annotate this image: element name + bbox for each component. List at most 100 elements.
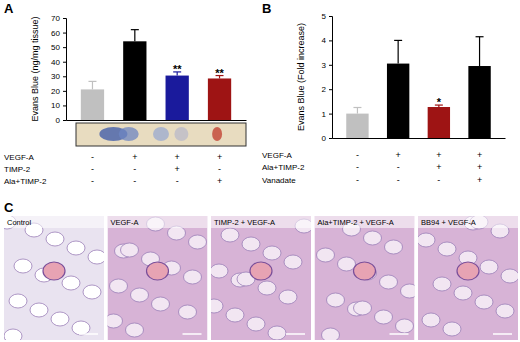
y-tick: 70 — [51, 14, 66, 23]
y-tick-label: 40 — [51, 58, 60, 67]
y-tick-mark — [63, 120, 66, 121]
vessel — [43, 262, 65, 280]
cell — [189, 235, 207, 249]
vessel — [354, 262, 376, 280]
condition-sign: - — [356, 175, 359, 185]
cell — [418, 233, 435, 247]
x-axis-line — [67, 120, 247, 121]
error-bar — [476, 37, 484, 66]
image-label: TIMP-2 + VEGF-A — [214, 218, 275, 227]
figure: A010203040506070Evans Blue (ng/mg tissue… — [0, 0, 520, 342]
bar — [123, 41, 146, 120]
y-axis: 010203040506070 — [51, 14, 66, 125]
cell — [184, 270, 202, 284]
panel-label: B — [262, 1, 271, 16]
y-tick: 40 — [51, 58, 66, 67]
bar — [387, 64, 409, 138]
strip-photo — [76, 123, 246, 146]
y-tick-label: 1 — [322, 110, 327, 119]
cell — [221, 228, 239, 242]
y-tick: 2 — [322, 85, 332, 94]
cell — [168, 226, 186, 240]
bar — [208, 78, 231, 120]
image-label: Ala+TIMP-2 + VEGF-A — [318, 218, 394, 227]
cell — [211, 264, 228, 278]
vessel — [457, 262, 479, 280]
cell — [338, 257, 356, 271]
cell — [51, 312, 69, 326]
condition-label: VEGF-A — [4, 153, 34, 162]
cell — [501, 269, 518, 283]
condition-sign: + — [436, 162, 441, 172]
y-tick-mark — [63, 76, 66, 77]
condition-sign: - — [133, 176, 136, 186]
condition-label: VEGF-A — [262, 151, 292, 160]
y-tick: 5 — [322, 12, 332, 21]
scale-bar — [493, 333, 512, 335]
condition-sign: + — [132, 152, 137, 162]
condition-sign: - — [91, 152, 94, 162]
image-label: VEGF-A — [111, 218, 139, 227]
scale-bar — [183, 333, 202, 335]
y-axis-title: Evans Blue (Fold increase) — [296, 23, 306, 131]
condition-sign: + — [477, 162, 482, 172]
error-bar-stem — [479, 37, 480, 66]
bar — [81, 89, 104, 120]
y-axis-line — [329, 17, 333, 139]
image-bg — [315, 216, 415, 340]
bar — [428, 107, 450, 138]
vessel — [250, 262, 272, 280]
condition-sign: + — [217, 176, 222, 186]
y-tick: 3 — [322, 61, 332, 70]
panel-c: CControlVEGF-ATIMP-2 + VEGF-AAla+TIMP-2 … — [0, 200, 519, 342]
cell — [480, 260, 498, 274]
error-bar — [394, 40, 402, 63]
vessel — [147, 262, 169, 280]
bar — [468, 66, 490, 138]
y-axis: 012345 — [322, 12, 333, 143]
strip-blob — [174, 127, 188, 141]
error-bar-stem — [398, 40, 399, 63]
cell — [322, 328, 340, 340]
cell — [62, 276, 80, 290]
y-tick-label: 50 — [51, 43, 60, 52]
cell — [152, 297, 170, 311]
error-bar-stem — [92, 81, 93, 89]
image-bg — [211, 216, 311, 340]
cell — [396, 319, 414, 333]
y-tick: 10 — [51, 101, 66, 110]
scale-bar — [390, 333, 409, 335]
cell — [268, 326, 286, 340]
y-tick-label: 70 — [51, 14, 60, 23]
label-backdrop — [418, 216, 518, 228]
scale-bar — [286, 333, 305, 335]
cell — [46, 232, 64, 246]
strip-blob — [153, 127, 169, 141]
histology-image: Ala+TIMP-2 + VEGF-A — [315, 216, 419, 342]
y-tick: 60 — [51, 29, 66, 38]
y-tick: 1 — [322, 110, 332, 119]
cell — [4, 329, 22, 340]
image-label: BB94 + VEGF-A — [421, 218, 476, 227]
y-tick-mark — [63, 62, 66, 63]
condition-label: Vanadate — [262, 176, 296, 185]
cell — [30, 303, 48, 317]
y-tick-mark — [329, 65, 332, 66]
plot — [81, 30, 231, 120]
error-bar-stem — [357, 108, 358, 114]
bar — [346, 114, 368, 138]
strip-blob — [212, 127, 222, 141]
y-tick-mark — [63, 47, 66, 48]
label-backdrop — [4, 216, 104, 228]
cell — [211, 299, 223, 313]
histology-image: BB94 + VEGF-A — [417, 215, 519, 340]
significance: ** — [215, 67, 224, 79]
condition-sign: + — [175, 164, 180, 174]
cell — [14, 259, 32, 273]
cell — [108, 314, 123, 328]
error-bar-cap — [131, 29, 139, 30]
error-bar-cap — [476, 36, 484, 37]
condition-sign: - — [356, 150, 359, 160]
cell — [327, 293, 345, 307]
tissue-strip — [76, 123, 246, 146]
